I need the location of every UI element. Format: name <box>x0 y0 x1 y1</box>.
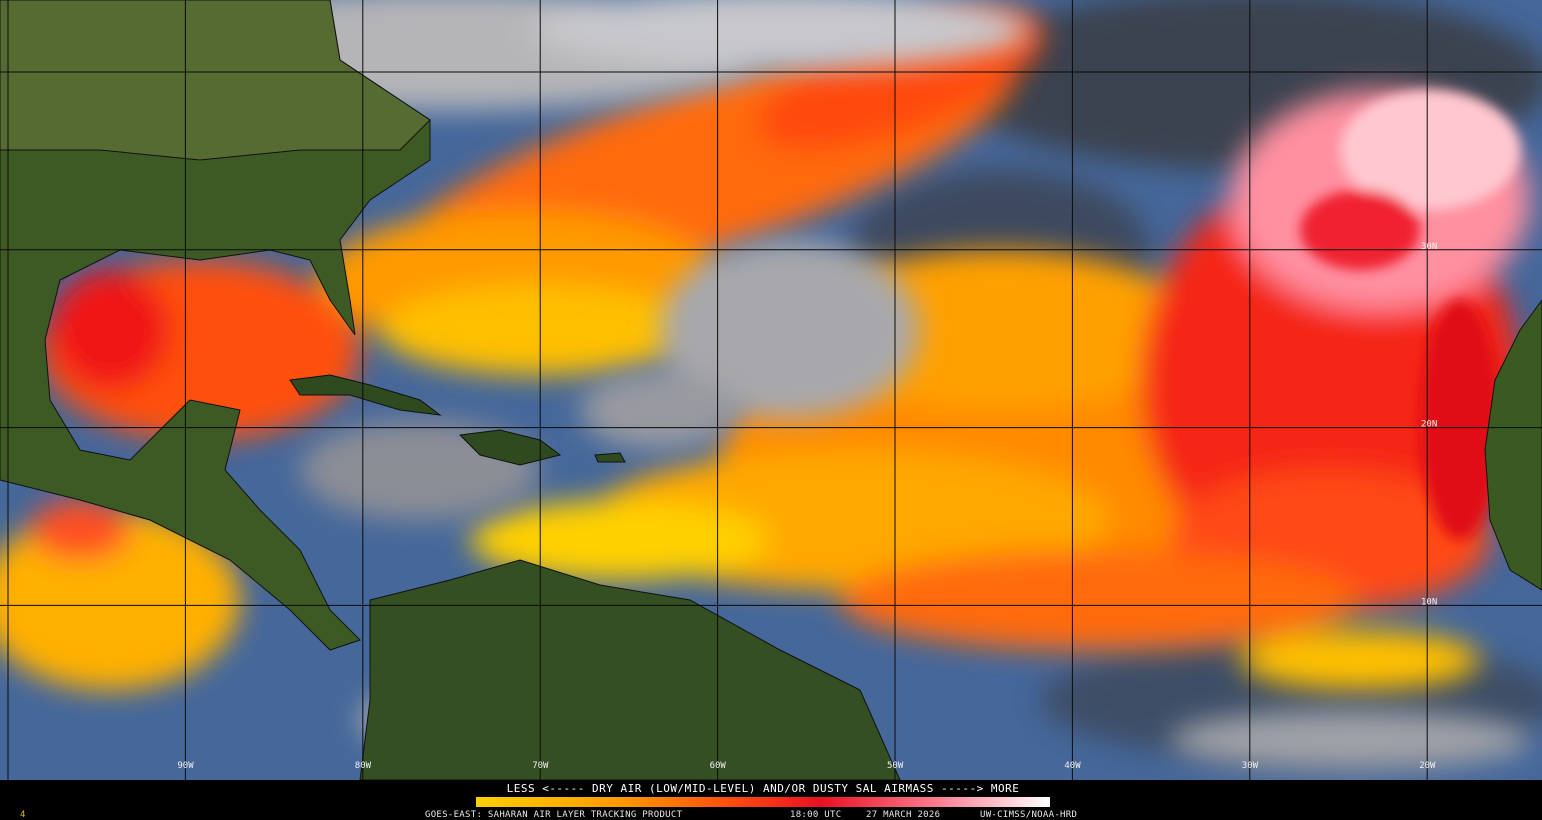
lon-label: 60W <box>710 761 727 771</box>
lon-label: 50W <box>887 761 904 771</box>
lon-label: 90W <box>177 761 194 771</box>
lat-label: 10N <box>1421 597 1437 607</box>
corner-label: 4 <box>20 810 26 820</box>
lon-label: 80W <box>355 761 372 771</box>
legend-text: LESS <----- DRY AIR (LOW/MID-LEVEL) AND/… <box>507 782 1020 795</box>
footer-product: GOES-EAST: SAHARAN AIR LAYER TRACKING PR… <box>425 810 683 820</box>
footer-time: 18:00 UTC <box>790 810 841 820</box>
land <box>0 0 1542 781</box>
color-bar <box>476 797 1050 807</box>
lat-label: 20N <box>1421 420 1437 430</box>
footer-credit: UW-CIMSS/NOAA-HRD <box>980 810 1077 820</box>
grid-labels: 30N 20N 10N 90W 80W 70W 60W 50W 40W 30W 20W <box>177 242 1437 771</box>
footer-date: 27 MARCH 2026 <box>866 810 940 820</box>
lon-label: 20W <box>1419 761 1436 771</box>
lat-label: 30N <box>1421 242 1437 252</box>
sal-plumes <box>0 10 1530 690</box>
lon-label: 30W <box>1242 761 1259 771</box>
lon-label: 70W <box>532 761 549 771</box>
lon-label: 40W <box>1064 761 1081 771</box>
